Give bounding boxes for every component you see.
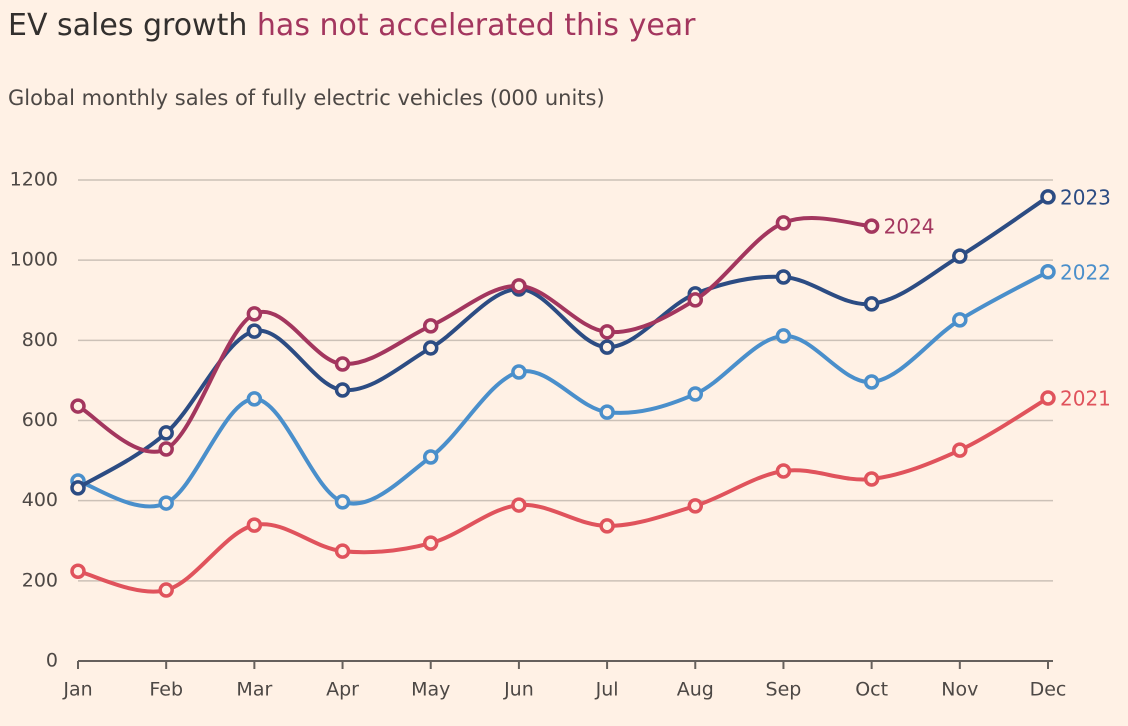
point bbox=[1040, 390, 1056, 406]
point bbox=[334, 356, 351, 372]
x-tick-label: Jul bbox=[595, 679, 619, 701]
chart-subtitle: Global monthly sales of fully electric v… bbox=[8, 86, 605, 110]
point bbox=[334, 543, 351, 559]
point bbox=[599, 518, 615, 534]
y-tick-label: 400 bbox=[22, 489, 58, 511]
x-tick-label: Feb bbox=[149, 679, 183, 701]
point bbox=[863, 374, 880, 390]
series-line bbox=[76, 396, 1050, 594]
point bbox=[952, 312, 968, 328]
point bbox=[422, 340, 439, 356]
title-highlight: has not accelerated this year bbox=[257, 8, 696, 43]
series-label: 2022 bbox=[1060, 260, 1111, 284]
point bbox=[863, 218, 880, 234]
point bbox=[775, 269, 792, 285]
point bbox=[70, 563, 86, 579]
point bbox=[246, 517, 263, 533]
point bbox=[687, 498, 704, 514]
point bbox=[775, 463, 792, 479]
chart-title: EV sales growth has not accelerated this… bbox=[8, 8, 696, 43]
point bbox=[863, 296, 880, 312]
x-tick-label: Apr bbox=[326, 679, 359, 701]
point bbox=[775, 215, 792, 231]
x-tick-label: Aug bbox=[677, 679, 714, 701]
point bbox=[1040, 189, 1056, 205]
y-tick-label: 800 bbox=[22, 329, 58, 351]
point bbox=[599, 324, 615, 340]
y-tick-label: 0 bbox=[46, 650, 58, 672]
y-tick-label: 200 bbox=[22, 569, 58, 591]
y-tick-label: 600 bbox=[22, 409, 58, 431]
point bbox=[1040, 264, 1056, 280]
point bbox=[599, 404, 615, 420]
point bbox=[334, 494, 351, 510]
x-tick-label: Nov bbox=[941, 679, 978, 701]
point bbox=[687, 386, 704, 402]
x-tick-label: May bbox=[411, 679, 450, 701]
point bbox=[687, 292, 704, 308]
point bbox=[599, 339, 615, 355]
point bbox=[334, 382, 351, 398]
title-main: EV sales growth bbox=[8, 8, 247, 43]
series-label: 2023 bbox=[1060, 185, 1111, 209]
point bbox=[775, 328, 792, 344]
point bbox=[246, 323, 263, 339]
point bbox=[422, 318, 439, 334]
point bbox=[158, 425, 174, 441]
series-line bbox=[76, 194, 1050, 490]
x-tick-label: Jan bbox=[62, 679, 92, 701]
series-label: 2021 bbox=[1060, 387, 1111, 411]
point bbox=[952, 248, 968, 264]
x-tick-label: Sep bbox=[766, 679, 802, 701]
point bbox=[952, 442, 968, 458]
y-tick-label: 1200 bbox=[10, 169, 58, 191]
point bbox=[511, 364, 527, 380]
x-tick-label: Oct bbox=[855, 679, 888, 701]
point bbox=[70, 398, 86, 414]
series-line bbox=[76, 216, 874, 454]
point bbox=[422, 535, 439, 551]
x-tick-label: Jun bbox=[503, 679, 534, 701]
point bbox=[158, 441, 174, 457]
x-tick-label: Dec bbox=[1030, 679, 1067, 701]
x-tick-label: Mar bbox=[236, 679, 272, 701]
point bbox=[246, 391, 263, 407]
series-label: 2024 bbox=[884, 215, 935, 239]
point bbox=[158, 582, 174, 598]
point bbox=[246, 306, 263, 322]
point bbox=[422, 449, 439, 465]
point bbox=[511, 278, 527, 294]
point bbox=[863, 471, 880, 487]
y-tick-label: 1000 bbox=[10, 249, 58, 271]
point bbox=[158, 495, 174, 511]
point bbox=[70, 480, 86, 496]
point bbox=[511, 497, 527, 513]
